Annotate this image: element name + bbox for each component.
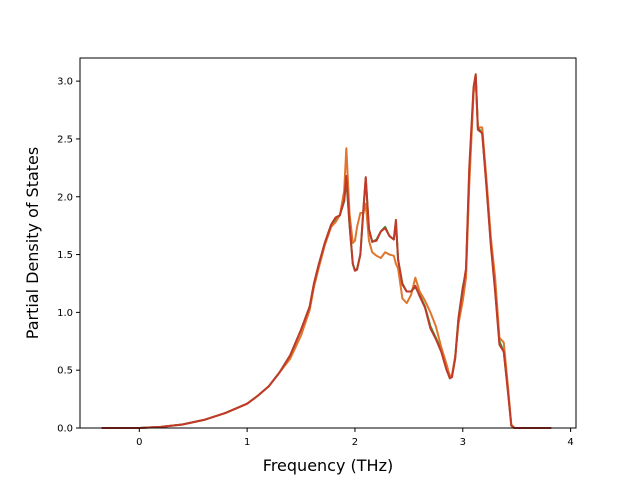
x-tick-label: 1 — [244, 437, 250, 448]
x-axis-label: Frequency (THz) — [263, 456, 393, 475]
y-tick-label: 2.5 — [57, 134, 73, 145]
plot-frame — [79, 57, 577, 429]
x-tick-label: 4 — [567, 437, 573, 448]
series-layer — [101, 73, 552, 429]
y-tick-label: 2.0 — [57, 192, 73, 203]
y-tick-label: 0.0 — [57, 424, 73, 435]
series-line-2 — [101, 77, 552, 429]
y-tick-label: 1.5 — [57, 250, 73, 261]
y-tick-label: 3.0 — [57, 77, 73, 88]
series-line-3 — [101, 73, 552, 429]
y-tick-label: 1.0 — [57, 308, 73, 319]
x-tick-label: 2 — [352, 437, 358, 448]
ticks-layer: 0 1 2 3 4 0.0 0.5 1.0 1.5 2.0 2.5 3.0 — [57, 77, 574, 448]
x-tick-label: 0 — [136, 437, 142, 448]
y-axis-label: Partial Density of States — [23, 147, 42, 339]
x-tick-label: 3 — [460, 437, 466, 448]
y-tick-label: 0.5 — [57, 366, 73, 377]
